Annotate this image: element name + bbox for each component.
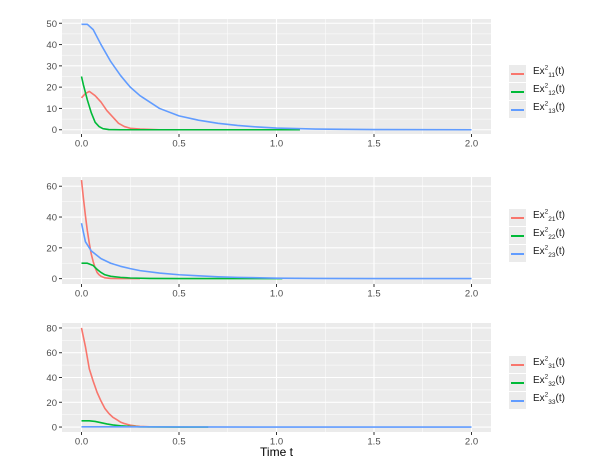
- legend-key: [509, 374, 526, 391]
- legend-line: [511, 217, 524, 219]
- chart-panel-1: 0.00.51.01.52.001020304050Time t Ex211(t…: [0, 0, 601, 150]
- legend-line: [511, 73, 524, 75]
- legend-key: [509, 227, 526, 244]
- y-tick-label: 60: [46, 348, 57, 359]
- legend-line: [511, 400, 524, 402]
- legend-line: [511, 91, 524, 93]
- y-tick-label: 50: [46, 19, 57, 30]
- legend-2: Ex221(t) Ex222(t) Ex223(t): [509, 209, 599, 263]
- y-tick-label: 40: [46, 373, 57, 384]
- x-tick-label: 2.0: [465, 139, 478, 150]
- legend-label: Ex231(t): [533, 355, 565, 370]
- chart-panel-2: 0.0 0.5 1.0 1.5 2.0 0 20 40 60 Ex221(t) Ex222(t) E…: [0, 150, 601, 300]
- x-tick-label: 1.0: [270, 437, 283, 448]
- x-tick-label: 0.5: [172, 139, 185, 150]
- series-line-3: [80, 223, 472, 280]
- x-tick-label: 1.5: [367, 289, 380, 300]
- legend-line: [511, 382, 524, 384]
- x-tick-label: 1.0: [270, 139, 283, 150]
- x-axis-label: Time t: [260, 445, 294, 459]
- legend-item: Ex233(t): [509, 392, 599, 410]
- legend-1: Ex211(t) Ex212(t) Ex213(t): [509, 65, 599, 119]
- legend-line: [511, 235, 524, 237]
- legend-item: Ex221(t): [509, 209, 599, 227]
- y-tick-label: 20: [46, 83, 57, 94]
- legend-key: [509, 101, 526, 118]
- x-tick-label: 0.0: [75, 289, 88, 300]
- legend-item: Ex232(t): [509, 374, 599, 392]
- y-tick-label: 20: [46, 398, 57, 409]
- legend-key: [509, 245, 526, 262]
- legend-item: Ex223(t): [509, 245, 599, 263]
- y-tick-label: 40: [46, 40, 57, 51]
- legend-label: Ex222(t): [533, 226, 565, 241]
- legend-3: Ex231(t) Ex232(t) Ex233(t): [509, 356, 599, 410]
- legend-label: Ex213(t): [533, 100, 565, 115]
- legend-item: Ex231(t): [509, 356, 599, 374]
- chart-3: 0.0 0.5 1.0 1.5 2.0 0 20 40 60 80 Time t: [46, 323, 491, 459]
- legend-item: Ex213(t): [509, 101, 599, 119]
- legend-label: Ex212(t): [533, 82, 565, 97]
- series-line-1: [80, 327, 150, 428]
- legend-label: Ex232(t): [533, 373, 565, 388]
- legend-label: Ex233(t): [533, 391, 565, 406]
- legend-item: Ex212(t): [509, 83, 599, 101]
- series-line-3: [81, 23, 472, 131]
- legend-key: [509, 392, 526, 409]
- legend-item: Ex211(t): [509, 65, 599, 83]
- y-tick-label: 0: [52, 125, 57, 136]
- x-tick-label: 2.0: [465, 289, 478, 300]
- y-tick-label: 10: [46, 104, 57, 115]
- legend-key: [509, 83, 526, 100]
- x-tick-label: 1.5: [367, 437, 380, 448]
- legend-item: Ex222(t): [509, 227, 599, 245]
- legend-label: Ex211(t): [533, 64, 565, 79]
- y-tick-label: 40: [46, 213, 57, 224]
- x-tick-label: 1.5: [367, 139, 380, 150]
- x-tick-label: 1.0: [270, 289, 283, 300]
- y-tick-label: 80: [46, 323, 57, 334]
- y-tick-label: 0: [52, 423, 57, 434]
- x-tick-label: 0.0: [75, 139, 88, 150]
- y-tick-label: 30: [46, 61, 57, 72]
- x-tick-label: 0.5: [172, 289, 185, 300]
- y-tick-label: 20: [46, 243, 57, 254]
- chart-1: 0.00.51.01.52.001020304050Time t: [46, 19, 491, 150]
- chart-panel-3: 0.0 0.5 1.0 1.5 2.0 0 20 40 60 80 Time t Ex231(t) E…: [0, 300, 601, 459]
- series-line-2: [80, 76, 300, 131]
- x-tick-label: 0.5: [172, 437, 185, 448]
- x-tick-label: 2.0: [465, 437, 478, 448]
- chart-2: 0.0 0.5 1.0 1.5 2.0 0 20 40 60: [46, 177, 491, 300]
- legend-line: [511, 109, 524, 111]
- y-tick-label: 60: [46, 182, 57, 193]
- legend-key: [509, 65, 526, 82]
- y-tick-label: 0: [52, 274, 57, 285]
- series-line-2: [81, 262, 283, 280]
- legend-line: [511, 364, 524, 366]
- legend-label: Ex223(t): [533, 244, 565, 259]
- legend-line: [511, 253, 524, 255]
- legend-key: [509, 209, 526, 226]
- legend-label: Ex221(t): [533, 208, 565, 223]
- legend-key: [509, 356, 526, 373]
- x-tick-label: 0.0: [75, 437, 88, 448]
